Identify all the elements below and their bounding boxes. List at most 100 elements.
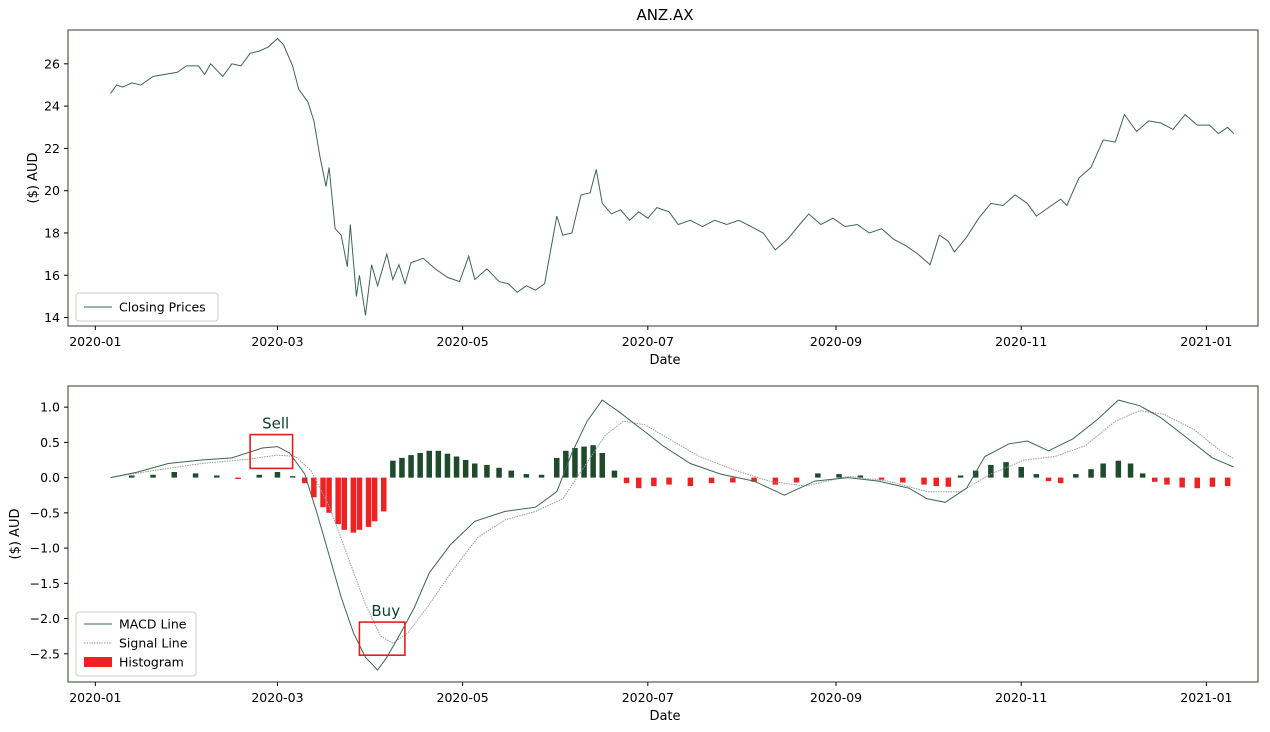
histogram-bar-negative <box>623 477 630 484</box>
histogram-bar-positive <box>1127 463 1134 478</box>
histogram-bar-negative <box>1164 477 1170 485</box>
histogram-bar-positive <box>435 450 442 478</box>
histogram-bar-negative <box>365 477 372 527</box>
price-plot-area <box>67 29 1259 327</box>
histogram-bar-positive <box>611 470 618 478</box>
x-tick-label: 2020-09 <box>810 334 862 349</box>
histogram-bar-negative <box>1057 477 1064 484</box>
histogram-bar-negative <box>1209 477 1216 487</box>
histogram-bar-negative <box>371 477 378 522</box>
histogram-bar-positive <box>1003 462 1009 478</box>
y-tick-label: −0.5 <box>30 505 60 520</box>
histogram-bar-positive <box>972 470 979 478</box>
sell-annotation-label: Sell <box>262 415 289 433</box>
y-tick-label: 18 <box>44 225 60 240</box>
y-tick-label: 0.5 <box>40 435 60 450</box>
histogram-bar-positive <box>462 460 469 478</box>
histogram-bar-positive <box>957 475 964 478</box>
histogram-bar-negative <box>878 477 885 480</box>
histogram-bar-positive <box>453 456 460 478</box>
histogram-bar-positive <box>256 474 262 478</box>
histogram-bar-positive <box>572 448 578 478</box>
x-tick-label: 2020-03 <box>251 334 303 349</box>
price-series <box>110 37 1235 316</box>
histogram-bar-negative <box>636 477 642 489</box>
y-tick-label: 20 <box>44 183 60 198</box>
histogram-bar-negative <box>235 477 241 479</box>
y-tick-label: 24 <box>44 99 60 114</box>
histogram-bar-negative <box>320 477 326 508</box>
histogram-bar-positive <box>538 474 545 478</box>
histogram-bar-negative <box>356 477 363 530</box>
histogram-bar-positive <box>857 475 864 478</box>
histogram-bar-positive <box>214 475 220 478</box>
y-tick-label: −1.5 <box>30 576 60 591</box>
histogram-bar-negative <box>381 477 387 512</box>
histogram-bar-positive <box>815 473 821 478</box>
histogram-legend-label: Histogram <box>119 655 184 670</box>
x-tick-label: 2020-11 <box>995 690 1047 705</box>
histogram-bar-positive <box>496 467 502 478</box>
histogram-bar-negative <box>341 477 347 530</box>
y-tick-label: 14 <box>44 310 60 325</box>
trade-annotations: Sell Buy <box>249 415 406 656</box>
buy-annotation-label: Buy <box>371 602 400 620</box>
y-tick-label: −2.5 <box>30 646 60 661</box>
price-y-axis: 14 16 18 20 22 24 26 <box>44 56 68 325</box>
y-tick-label: 26 <box>44 56 60 71</box>
macd-line <box>110 399 1234 671</box>
x-tick-label: 2020-01 <box>69 334 121 349</box>
histogram-bar-positive <box>554 457 560 478</box>
y-tick-label: −2.0 <box>30 611 60 626</box>
histogram-bar-positive <box>1018 467 1024 478</box>
histogram-bar-negative <box>945 477 952 487</box>
histogram-bar-positive <box>129 475 135 478</box>
macd-panel: 2020-01 2020-03 2020-05 2020-07 2020-09 2020-… <box>8 385 1259 724</box>
histogram-bar-positive <box>836 474 842 478</box>
histogram-bar-positive <box>444 453 451 478</box>
histogram-bar-negative <box>302 477 308 484</box>
macd-plot-area <box>67 385 1259 683</box>
histogram-bar-negative <box>921 477 927 485</box>
histogram-bar-negative <box>666 477 672 485</box>
histogram-bar-positive <box>289 476 296 478</box>
histogram-bar-positive <box>563 450 569 478</box>
macd-y-axis-label: ($) AUD <box>8 509 23 560</box>
y-tick-label: 0.0 <box>40 470 60 485</box>
price-panel: ANZ.AX 2020-01 2020-03 2020-05 2020-07 2020-… <box>26 6 1259 368</box>
histogram-bar-positive <box>472 463 478 478</box>
macd-line-legend-label: MACD Line <box>119 617 187 632</box>
histogram-bar-positive <box>988 464 994 478</box>
x-tick-label: 2020-09 <box>810 690 862 705</box>
histogram-bar-positive <box>417 453 423 478</box>
closing-prices-legend-label: Closing Prices <box>119 300 206 315</box>
x-tick-label: 2021-01 <box>1180 690 1232 705</box>
x-tick-label: 2020-11 <box>995 334 1047 349</box>
histogram-bar-positive <box>426 450 432 478</box>
histogram-bar-positive <box>390 460 396 478</box>
price-y-axis-label: ($) AUD <box>26 153 41 204</box>
x-tick-label: 2020-07 <box>622 690 674 705</box>
histogram-bar-negative <box>1152 477 1158 482</box>
histogram-bar-negative <box>335 477 341 525</box>
sell-annotation-box <box>249 433 294 470</box>
histogram-bar-positive <box>581 446 587 478</box>
histogram-bar-positive <box>523 474 530 478</box>
macd-x-axis-label: Date <box>649 709 680 724</box>
histogram-bar-positive <box>1033 474 1040 478</box>
y-tick-label: −1.0 <box>30 541 60 556</box>
histogram-bar-negative <box>730 477 736 483</box>
histogram-bar-negative <box>687 477 694 487</box>
signal-line-legend-label: Signal Line <box>119 636 188 651</box>
histogram-bar-positive <box>1073 474 1079 478</box>
histogram-bar-negative <box>326 477 332 513</box>
histogram-bar-negative <box>751 477 757 482</box>
histogram-bar-positive <box>508 470 514 478</box>
histogram-bar-positive <box>1100 463 1106 478</box>
signal-line <box>110 410 1234 644</box>
histogram-bar-negative <box>1045 477 1052 482</box>
y-tick-label: 1.0 <box>40 400 60 415</box>
x-tick-label: 2020-05 <box>437 690 489 705</box>
price-x-axis: 2020-01 2020-03 2020-05 2020-07 2020-09 2020-… <box>69 326 1233 349</box>
